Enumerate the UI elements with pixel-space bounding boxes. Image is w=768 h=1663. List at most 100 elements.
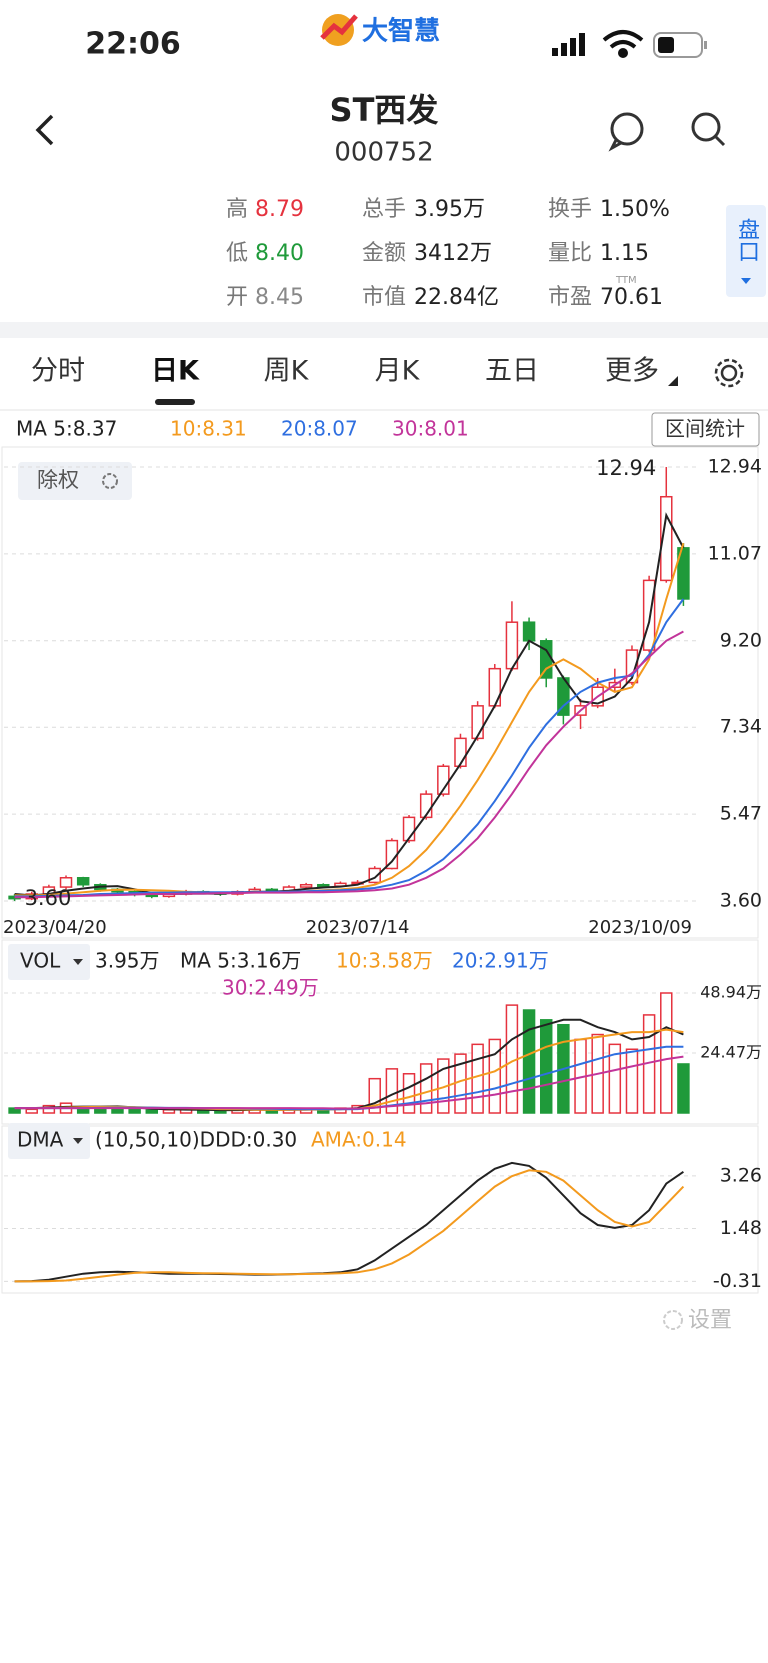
status-time: 22:06 [85,27,181,62]
volume-bar [488,1038,502,1114]
legend-entry: 30:2.49万 [222,976,319,1000]
search-button[interactable] [691,112,726,147]
quote-value: 1.50% [600,197,670,222]
y-tick-label: 11.07 [708,542,762,564]
volume-bar [608,1043,622,1114]
min-label: 3.60 [25,886,72,910]
y-tick-label: 48.94万 [700,983,762,1002]
logo-icon [320,14,358,46]
adjust-button[interactable] [18,462,132,500]
tab[interactable]: 五日 [485,356,539,387]
volume-bar [145,1109,159,1114]
volume-bar [419,1063,433,1114]
side-button-arrow [741,278,751,284]
stock-code: 000752 [334,138,433,168]
logo-text: 大智慧 [362,17,440,47]
range-button[interactable] [651,412,760,447]
volume-bar [677,1063,690,1114]
y-tick-label: 12.94 [708,456,762,478]
adjust-button-label: 除权 [37,468,79,492]
quote-label: 高 [226,197,248,222]
signal-icon [552,33,585,56]
tab[interactable]: 月K [375,356,421,387]
quote-label: 市值 [362,285,406,310]
x-tick-label: 2023/07/14 [306,917,410,938]
y-tick-label: 3.26 [720,1164,762,1186]
tab[interactable]: 周K [264,356,310,387]
more-arrow [668,376,678,386]
volume-bar [471,1043,484,1114]
volume-bar [539,1019,553,1114]
quote-label: 金额 [362,241,406,266]
vol-value: 3.95万 [95,949,160,973]
wifi-icon [602,30,644,58]
footer-settings[interactable]: 设置 [688,1308,732,1333]
quote-value: 70.61 [600,285,663,310]
volume-bar [42,1104,56,1114]
series-line [14,630,684,899]
tab[interactable]: 更多 [605,356,659,387]
volume-bar [660,992,673,1114]
quote-value: 8.45 [255,285,304,310]
tab-underline [155,399,195,405]
quote-value: 1.15 [600,241,649,266]
candle-body [402,816,416,842]
candle-body [454,737,467,767]
legend-entry: AMA:0.14 [311,1128,407,1152]
legend-entry: 10:8.31 [170,417,247,441]
price-frame [1,446,759,939]
tab-bar: 分时 日K 周K 月K 五日 更多 [31,356,659,405]
ttm-badge: TTM [615,275,637,286]
dma-selector-arrow [73,1138,83,1144]
quote-label: 量比 [548,241,592,266]
chat-button[interactable] [608,112,644,152]
legend-entry: MA 5:8.37 [16,417,117,441]
quote-label: 开 [226,285,248,310]
series-line [14,1169,685,1283]
quote-value: 3.95万 [414,197,485,222]
x-tick-label: 2023/10/09 [588,917,692,938]
candle-body [642,579,656,651]
legend-entry: 10:3.58万 [336,949,433,973]
dma-selector[interactable] [8,1123,90,1159]
y-tick-label: 9.20 [720,629,762,651]
series-line [14,1055,684,1110]
quote-value: 22.84亿 [414,285,499,310]
y-tick-label: 24.47万 [700,1043,762,1062]
legend-entry: 20:2.91万 [452,949,549,973]
tab[interactable]: 分时 [31,356,85,387]
volume-frame [1,939,759,1125]
candle-body [488,667,502,707]
settings-button[interactable] [714,358,744,388]
y-tick-label: -0.31 [713,1270,762,1292]
battery-icon [653,32,707,58]
side-button-label: 盘口 [734,218,760,262]
quote-label: 市盈 [548,285,592,310]
quote-label: 换手 [548,197,592,222]
vol-selector[interactable] [8,944,90,980]
volume-bar [128,1108,141,1114]
series-line [14,598,685,898]
candle-body [59,877,73,888]
legend-entry: (10,50,10)DDD:0.30 [95,1128,297,1152]
legend-entry: 30:8.01 [392,417,469,441]
quote-label: 总手 [362,197,406,222]
legend-entry: MA 5:3.16万 [180,949,301,973]
candle-body [317,883,330,887]
tab[interactable]: 日K [151,356,200,387]
stock-name: ST西发 [330,91,439,129]
footer-gear [663,1310,683,1330]
quote-value: 8.40 [255,241,304,266]
side-button[interactable] [726,205,766,297]
series-line [14,512,685,897]
back-button[interactable] [35,114,54,146]
y-tick-label: 7.34 [720,716,762,738]
x-tick-label: 2023/04/20 [3,917,107,938]
vol-selector-label: VOL [20,949,61,973]
y-tick-label: 3.60 [720,890,762,912]
y-tick-label: 1.48 [720,1217,762,1239]
vol-selector-arrow [73,959,83,965]
candle-body [76,877,90,886]
